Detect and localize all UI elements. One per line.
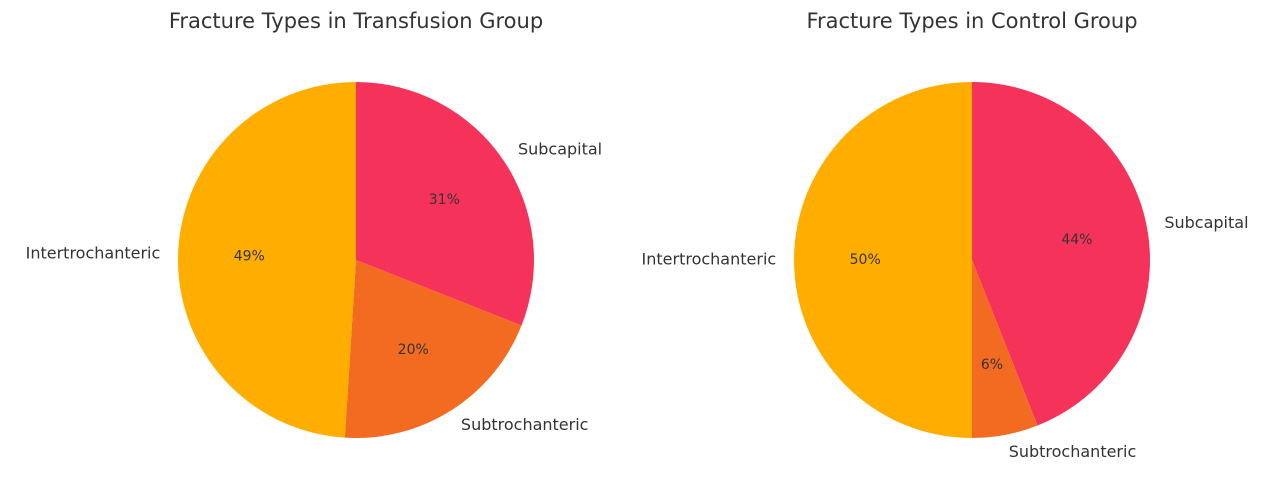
- percent-label: 31%: [429, 192, 460, 208]
- slice-label: Subcapital: [1164, 213, 1248, 232]
- percent-label: 6%: [981, 357, 1003, 373]
- chart-title: Fracture Types in Control Group: [806, 9, 1137, 33]
- slice-label: Intertrochanteric: [26, 243, 161, 262]
- pie-slice: [794, 82, 972, 438]
- slice-label: Subtrochanteric: [461, 415, 589, 434]
- percent-label: 20%: [398, 342, 429, 358]
- pie-slice: [972, 260, 1038, 438]
- chart-title: Fracture Types in Transfusion Group: [169, 9, 543, 33]
- slice-label: Subcapital: [518, 139, 602, 158]
- pie-slice: [972, 82, 1150, 426]
- slice-label: Subtrochanteric: [1009, 442, 1137, 461]
- pie-slice: [344, 260, 522, 438]
- pie-slice: [178, 82, 356, 438]
- pie-slice: [356, 82, 534, 326]
- percent-label: 44%: [1061, 232, 1092, 248]
- slice-label: Intertrochanteric: [642, 250, 777, 269]
- percent-label: 50%: [850, 252, 881, 268]
- percent-label: 49%: [234, 249, 265, 265]
